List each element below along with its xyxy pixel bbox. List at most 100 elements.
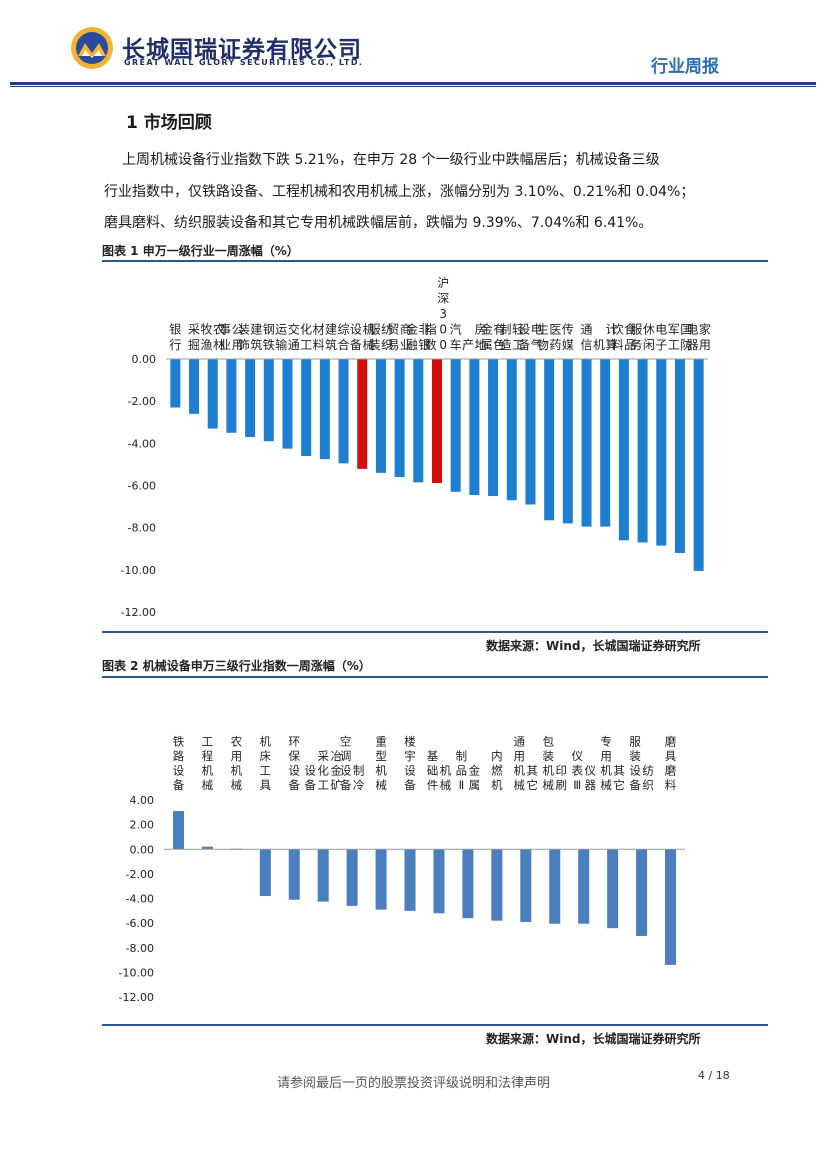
chart2-category-label: 基础件 (427, 749, 439, 792)
chart1-category-label: 生物 (537, 323, 549, 353)
chart1-category-label: 军工 (668, 323, 680, 353)
chart2-ytick-label: -10.00 (119, 966, 154, 979)
chart1-category-label: 电子 (655, 323, 667, 353)
chart1-category-label: 电气 (531, 323, 543, 353)
chart2-ytick-label: 4.00 (130, 794, 155, 807)
chart1-bar (432, 359, 442, 483)
chart1-bar (469, 359, 480, 495)
chart1-ytick-label: -8.00 (128, 522, 156, 535)
chart1-category-label: 建筑 (325, 323, 337, 353)
chart1-category-label: 装饰 (238, 323, 250, 353)
chart2-bar (665, 849, 677, 965)
chart1-category-label: 农林 (213, 323, 225, 353)
chart1-bar (562, 359, 573, 524)
chart2-category-label: 楼宇设备 (404, 735, 416, 793)
chart2-category-label: 冶金矿 (330, 749, 342, 792)
chart1-category-label: 电器 (686, 323, 698, 353)
chart1-category-label: 食品 (624, 322, 636, 353)
figure1-source: 数据来源：Wind，长城国瑞证券研究所 (486, 639, 701, 653)
chart1-category-label: 银行 (169, 323, 181, 353)
chart1-category-label: 房地 (475, 322, 487, 353)
chart2-bar (259, 849, 271, 897)
chart1-bar (357, 359, 368, 469)
chart1-category-label: 机 (593, 338, 605, 352)
chart2-ytick-label: 0.00 (130, 843, 155, 856)
chart1-category-label: 传媒 (562, 322, 574, 353)
chart1-category-label: 医药 (549, 323, 561, 353)
chart1-bar (506, 359, 517, 501)
chart1-bar (581, 359, 592, 527)
chart2-category-label: 工程机械 (202, 735, 214, 793)
chart1-bar (674, 359, 685, 553)
chart1-category-label: 计算 (605, 323, 617, 353)
chart2-bar (172, 811, 184, 850)
chart2-category-label: 其它 (527, 764, 539, 793)
chart1-category-label: 交通 (288, 322, 300, 353)
report-type: 行业周报 (651, 57, 719, 77)
chart2-bar (433, 849, 445, 914)
chart1-category-label: 纺织 (381, 323, 393, 353)
chart1-category-label: 贸易 (387, 323, 399, 353)
chart1-bar (207, 359, 218, 429)
chart1-ytick-label: -2.00 (128, 395, 156, 408)
chart2-category-label: 包装机械 (543, 735, 555, 793)
chart1-category-label: 事业 (219, 323, 231, 353)
chart2-category-label: 采化工 (317, 749, 329, 792)
chart1-ytick-label: -10.00 (121, 564, 156, 577)
section-title: 1 市场回顾 (126, 113, 212, 133)
chart1-category-label: 建筑 (250, 323, 262, 353)
chart2-category-label: 印刷 (556, 764, 568, 793)
chart1-category-label: 家用 (699, 322, 711, 353)
chart1-category-label: 汽车 (450, 322, 462, 353)
chart1-category-label: 商业 (400, 322, 412, 353)
chart1-bar (245, 359, 256, 438)
footer-disclaimer: 请参阅最后一页的股票投资评级说明和法律声明 (276, 1076, 550, 1091)
chart2-ytick-label: 2.00 (130, 819, 155, 832)
chart1-bar (282, 359, 293, 449)
chart2-category-label: 空调设备 (340, 735, 352, 793)
chart1-bar (488, 359, 499, 497)
chart1-bar (544, 359, 555, 521)
chart1-category-label: 服装 (369, 323, 381, 353)
chart1-category-label: 机械 (362, 323, 374, 353)
chart2-category-label: 内燃机 (491, 749, 503, 792)
chart1-category-label: 设备 (350, 323, 362, 353)
chart1-ytick-label: 0.00 (132, 353, 157, 366)
chart1-category-label: 轻工 (512, 323, 524, 353)
chart1-category-label: 指数 (425, 322, 437, 353)
chart1-category-label: 金融 (406, 322, 418, 353)
chart2-bar (520, 849, 532, 922)
figure2-bottom-rule (102, 1024, 768, 1026)
chart1-category-label: 非银 (419, 323, 431, 353)
chart2-ytick-label: -6.00 (126, 917, 154, 930)
chart1-bar (338, 359, 349, 464)
chart-machinery-subindustry-change: 4.00 2.00 0.00 -2.00 -4.00 -6.00 -8.00 -10.00 -1… (119, 735, 685, 1004)
figure1-top-rule (102, 260, 768, 262)
chart2-category-label: 铁路设备 (173, 735, 185, 793)
figure2-title: 图表 2 机械设备申万三级行业指数一周涨幅（%） (102, 659, 371, 673)
chart2-category-label: 机床工具 (260, 735, 272, 793)
chart2-category-label: 制品 Ⅱ (456, 749, 468, 792)
header-divider (10, 82, 816, 85)
chart1-category-label: 运输 (275, 323, 287, 353)
chart2-ytick-label: -8.00 (126, 942, 154, 955)
chart1-ytick-label: -4.00 (128, 437, 156, 450)
chart1-category-label: 化工 (300, 323, 312, 353)
company-name-cn: 长城国瑞证券有限公司 (122, 37, 362, 63)
chart1-category-label: 饮料 (612, 323, 624, 353)
chart2-category-label: 仪器 (584, 764, 596, 793)
chart1-bar (375, 359, 386, 473)
paragraph-line-3: 磨具磨料、纺织服装设备和其它专用机械跌幅居前，跌幅为 9.39%、7.04%和 … (104, 215, 653, 231)
paragraph-line-2: 行业指数中，仅铁路设备、工程机械和农用机械上涨，涨幅分别为 3.10%、0.21… (104, 184, 695, 200)
chart1-bar (301, 359, 312, 456)
chart1-bar (263, 359, 274, 442)
chart2-category-label: 磨具磨料 (665, 735, 677, 793)
chart2-category-label: 设备 (304, 764, 316, 793)
chart1-bar (319, 359, 330, 460)
chart1-category-label: 公用 (232, 323, 244, 353)
chart2-category-label: 农用机械 (231, 735, 243, 793)
paragraph-line-1: 上周机械设备行业指数下跌 5.21%，在申万 28 个一级行业中跌幅居后；机械设… (122, 152, 660, 168)
chart2-bar (636, 849, 648, 936)
chart1-category-label: 材料 (313, 323, 325, 353)
chart1-category-label: 钢铁 (263, 323, 275, 353)
